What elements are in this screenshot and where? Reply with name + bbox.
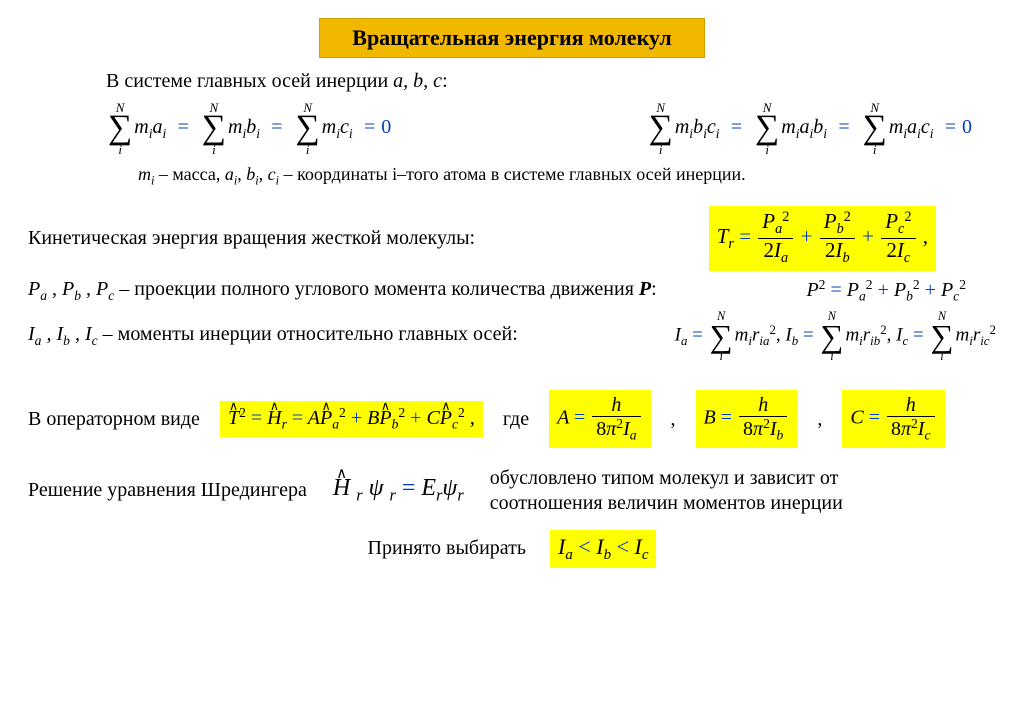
const-B: B = h8π2Ib	[696, 390, 798, 448]
intro-vars: a, b, c	[388, 70, 442, 92]
kinetic-eq: Tr = Pa22Ia + Pb22Ib + Pc22Ic ,	[709, 206, 936, 271]
kinetic-label: Кинетическая энергия вращения жесткой мо…	[28, 227, 475, 250]
zero-2: 0	[962, 116, 972, 138]
where-label: где	[503, 408, 529, 431]
sum-group-1: N∑imiai = N∑imibi = N∑imici = 0	[106, 101, 391, 156]
comma-1: ,	[671, 408, 676, 431]
schroedinger-row: Решение уравнения Шредингера H r ψ r = E…	[28, 466, 996, 516]
schroedinger-label: Решение уравнения Шредингера	[28, 479, 307, 502]
proj-text: – проекции полного углового момента коли…	[114, 278, 639, 300]
sum-row: N∑imiai = N∑imibi = N∑imici = 0 N∑imibic…	[28, 101, 996, 156]
convention-row: Принято выбирать Ia < Ib < Ic	[28, 530, 996, 568]
proj-left: Pa , Pb , Pc – проекции полного углового…	[28, 278, 657, 304]
projections-row: Pa , Pb , Pc – проекции полного углового…	[28, 277, 996, 305]
intro-colon: :	[442, 70, 448, 92]
const-A: A = h8π2Ia	[549, 390, 650, 448]
slide-content: В системе главных осей инерции a, b, c: …	[0, 70, 1024, 568]
operator-label: В операторном виде	[28, 408, 200, 431]
p-squared-eq: P2 = Pa2 + Pb2 + Pc2	[806, 277, 966, 305]
convention-eq: Ia < Ib < Ic	[550, 530, 656, 568]
mom-left: Ia , Ib , Ic – моменты инерции относител…	[28, 323, 518, 349]
intro-line: В системе главных осей инерции a, b, c:	[28, 70, 996, 93]
kinetic-row: Кинетическая энергия вращения жесткой мо…	[28, 206, 996, 271]
comma-2: ,	[817, 408, 822, 431]
schroedinger-desc: обусловлено типом молекул и зависит от с…	[490, 466, 870, 516]
mom-text: – моменты инерции относительно главных о…	[98, 323, 518, 345]
slide-title: Вращательная энергия молекул	[319, 18, 704, 58]
zero-1: 0	[381, 116, 391, 138]
sum-group-2: N∑imibici = N∑imiaibi = N∑imiaici = 0	[647, 101, 972, 156]
proj-colon: :	[651, 278, 657, 300]
intro-text: В системе главных осей инерции	[106, 70, 388, 92]
p-bold: P	[639, 278, 651, 300]
operator-row: В операторном виде T2 = Hr = APa2 + BPb2…	[28, 390, 996, 448]
legend-line: mi – масса, ai, bi, ci – координаты i–то…	[28, 164, 996, 188]
moments-row: Ia , Ib , Ic – моменты инерции относител…	[28, 310, 996, 362]
schroedinger-eq: H r ψ r = Erψr	[333, 475, 464, 506]
operator-eq: T2 = Hr = APa2 + BPb2 + CPc2 ,	[220, 401, 483, 437]
const-C: C = h8π2Ic	[842, 390, 944, 448]
convention-label: Принято выбирать	[368, 537, 527, 560]
moments-eq: Ia = N∑imiria2, Ib = N∑imirib2, Ic = N∑i…	[675, 310, 996, 362]
